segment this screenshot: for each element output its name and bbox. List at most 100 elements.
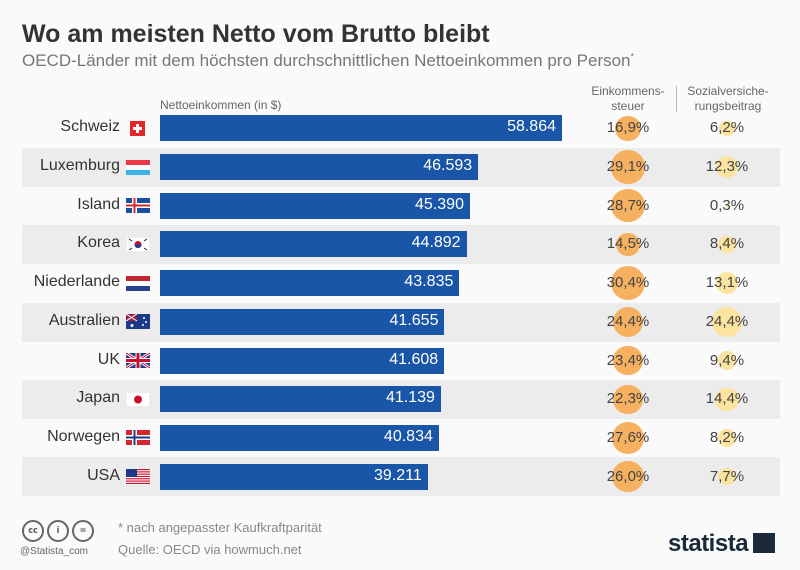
country-label: Island [77, 195, 120, 213]
bar [160, 115, 562, 142]
source: Quelle: OECD via howmuch.net [118, 542, 302, 557]
bar-value-label: 46.593 [423, 157, 473, 175]
social-label: 8,2% [709, 428, 745, 446]
tax-bubble [612, 460, 644, 493]
tax-bubble [611, 150, 645, 184]
statista-logo: statista [668, 530, 776, 558]
country-label: Japan [76, 389, 120, 407]
bar-value-label: 40.834 [383, 427, 433, 445]
social-bubble [719, 120, 735, 137]
flag-gb-icon [125, 351, 151, 370]
social-bubble [711, 306, 743, 338]
social-label: 14,4% [705, 390, 749, 408]
social-label: 7,7% [709, 467, 745, 485]
country-label: Niederlande [33, 273, 120, 291]
country-label: Schweiz [60, 118, 120, 136]
social-bubble [715, 271, 739, 295]
logo-text: statista [668, 530, 749, 557]
country-label: USA [87, 466, 120, 484]
tax-header-line1: Einkommens- [591, 84, 665, 98]
tax-label: 24,4% [606, 312, 650, 330]
bar [160, 463, 428, 490]
bar-value-label: 44.892 [411, 234, 461, 252]
chart-subtitle: OECD-Länder mit dem höchsten durchschnit… [22, 51, 634, 71]
social-label: 13,1% [705, 274, 749, 292]
tax-bubble [611, 189, 645, 223]
social-bubble [715, 387, 739, 411]
social-bubble [717, 351, 737, 370]
logo-mark-icon [753, 533, 776, 553]
social-header-line1: Sozialversiche- [687, 84, 769, 98]
tax-bubble [611, 266, 645, 301]
bar-value-label: 43.835 [404, 273, 454, 291]
social-label: 6,2% [709, 119, 745, 137]
bar-value-label: 41.655 [389, 311, 439, 329]
bar-value-label: 58.864 [507, 118, 556, 136]
social-label: 24,4% [705, 312, 749, 330]
bar [160, 424, 439, 451]
social-bubble [718, 235, 736, 254]
bar-value-label: 45.390 [415, 195, 464, 213]
bar [160, 192, 470, 219]
bar [160, 270, 460, 297]
tax-label: 26,0% [606, 467, 650, 485]
flag-us-icon [126, 469, 150, 485]
social-bubble [718, 429, 736, 447]
bar [160, 308, 445, 335]
cc-icon: cc [22, 520, 44, 542]
tax-bubble [611, 421, 645, 455]
tax-label: 22,3% [606, 390, 650, 408]
tax-header: Einkommens-steuer [578, 84, 678, 114]
no-derivatives-icon: = [72, 520, 94, 542]
social-label: 0,3% [709, 196, 745, 214]
footnote: * nach angepasster Kaufkraftparität [118, 520, 322, 535]
country-label: UK [97, 350, 120, 368]
tax-label: 28,7% [606, 196, 650, 214]
bar-value-label: 39.211 [374, 466, 422, 484]
social-bubble [725, 204, 729, 208]
flag-no-icon [126, 430, 150, 446]
bar-value-label: 41.608 [389, 350, 439, 368]
flag-kr-icon [125, 236, 151, 253]
country-label: Norwegen [47, 427, 120, 445]
tax-bubble [613, 384, 643, 414]
bar [160, 231, 467, 258]
statista-handle: @Statista_com [20, 546, 88, 557]
bar [160, 347, 445, 374]
flag-nl-icon [126, 275, 150, 291]
bar-value-label: 41.139 [386, 389, 435, 407]
tax-label: 27,6% [606, 428, 650, 446]
subtitle-text: OECD-Länder mit dem höchsten durchschnit… [22, 51, 631, 70]
attribution-icon: i [47, 520, 69, 542]
subtitle-footnote-mark: * [630, 51, 635, 62]
bar [160, 154, 479, 181]
tax-label: 23,4% [606, 351, 650, 369]
tax-bubble [612, 306, 644, 338]
country-label: Australien [48, 311, 120, 329]
series-label: Nettoeinkommen (in $) [160, 98, 282, 112]
tax-bubble [616, 232, 640, 257]
tax-label: 29,1% [606, 158, 650, 176]
social-header: Sozialversiche-rungsbeitrag [677, 84, 779, 114]
social-bubble [716, 156, 738, 178]
tax-label: 14,5% [606, 235, 650, 253]
social-bubble [718, 468, 736, 486]
social-label: 9,4% [709, 351, 745, 369]
tax-label: 30,4% [606, 274, 650, 292]
tax-label: 16,9% [606, 119, 650, 137]
flag-jp-icon [125, 391, 151, 408]
tax-bubble [613, 345, 643, 376]
bar [160, 386, 441, 413]
flag-is-icon [126, 198, 150, 214]
flag-lu-icon [126, 159, 150, 175]
country-label: Korea [77, 234, 120, 252]
header-divider [676, 86, 677, 112]
country-label: Luxemburg [39, 157, 120, 175]
chart-title: Wo am meisten Netto vom Brutto bleibt [22, 20, 490, 48]
social-header-line2: rungsbeitrag [694, 99, 762, 113]
social-label: 12,3% [705, 158, 749, 176]
flag-ch-icon [126, 120, 150, 136]
tax-header-line2: steuer [611, 99, 645, 113]
social-label: 8,4% [709, 235, 745, 253]
